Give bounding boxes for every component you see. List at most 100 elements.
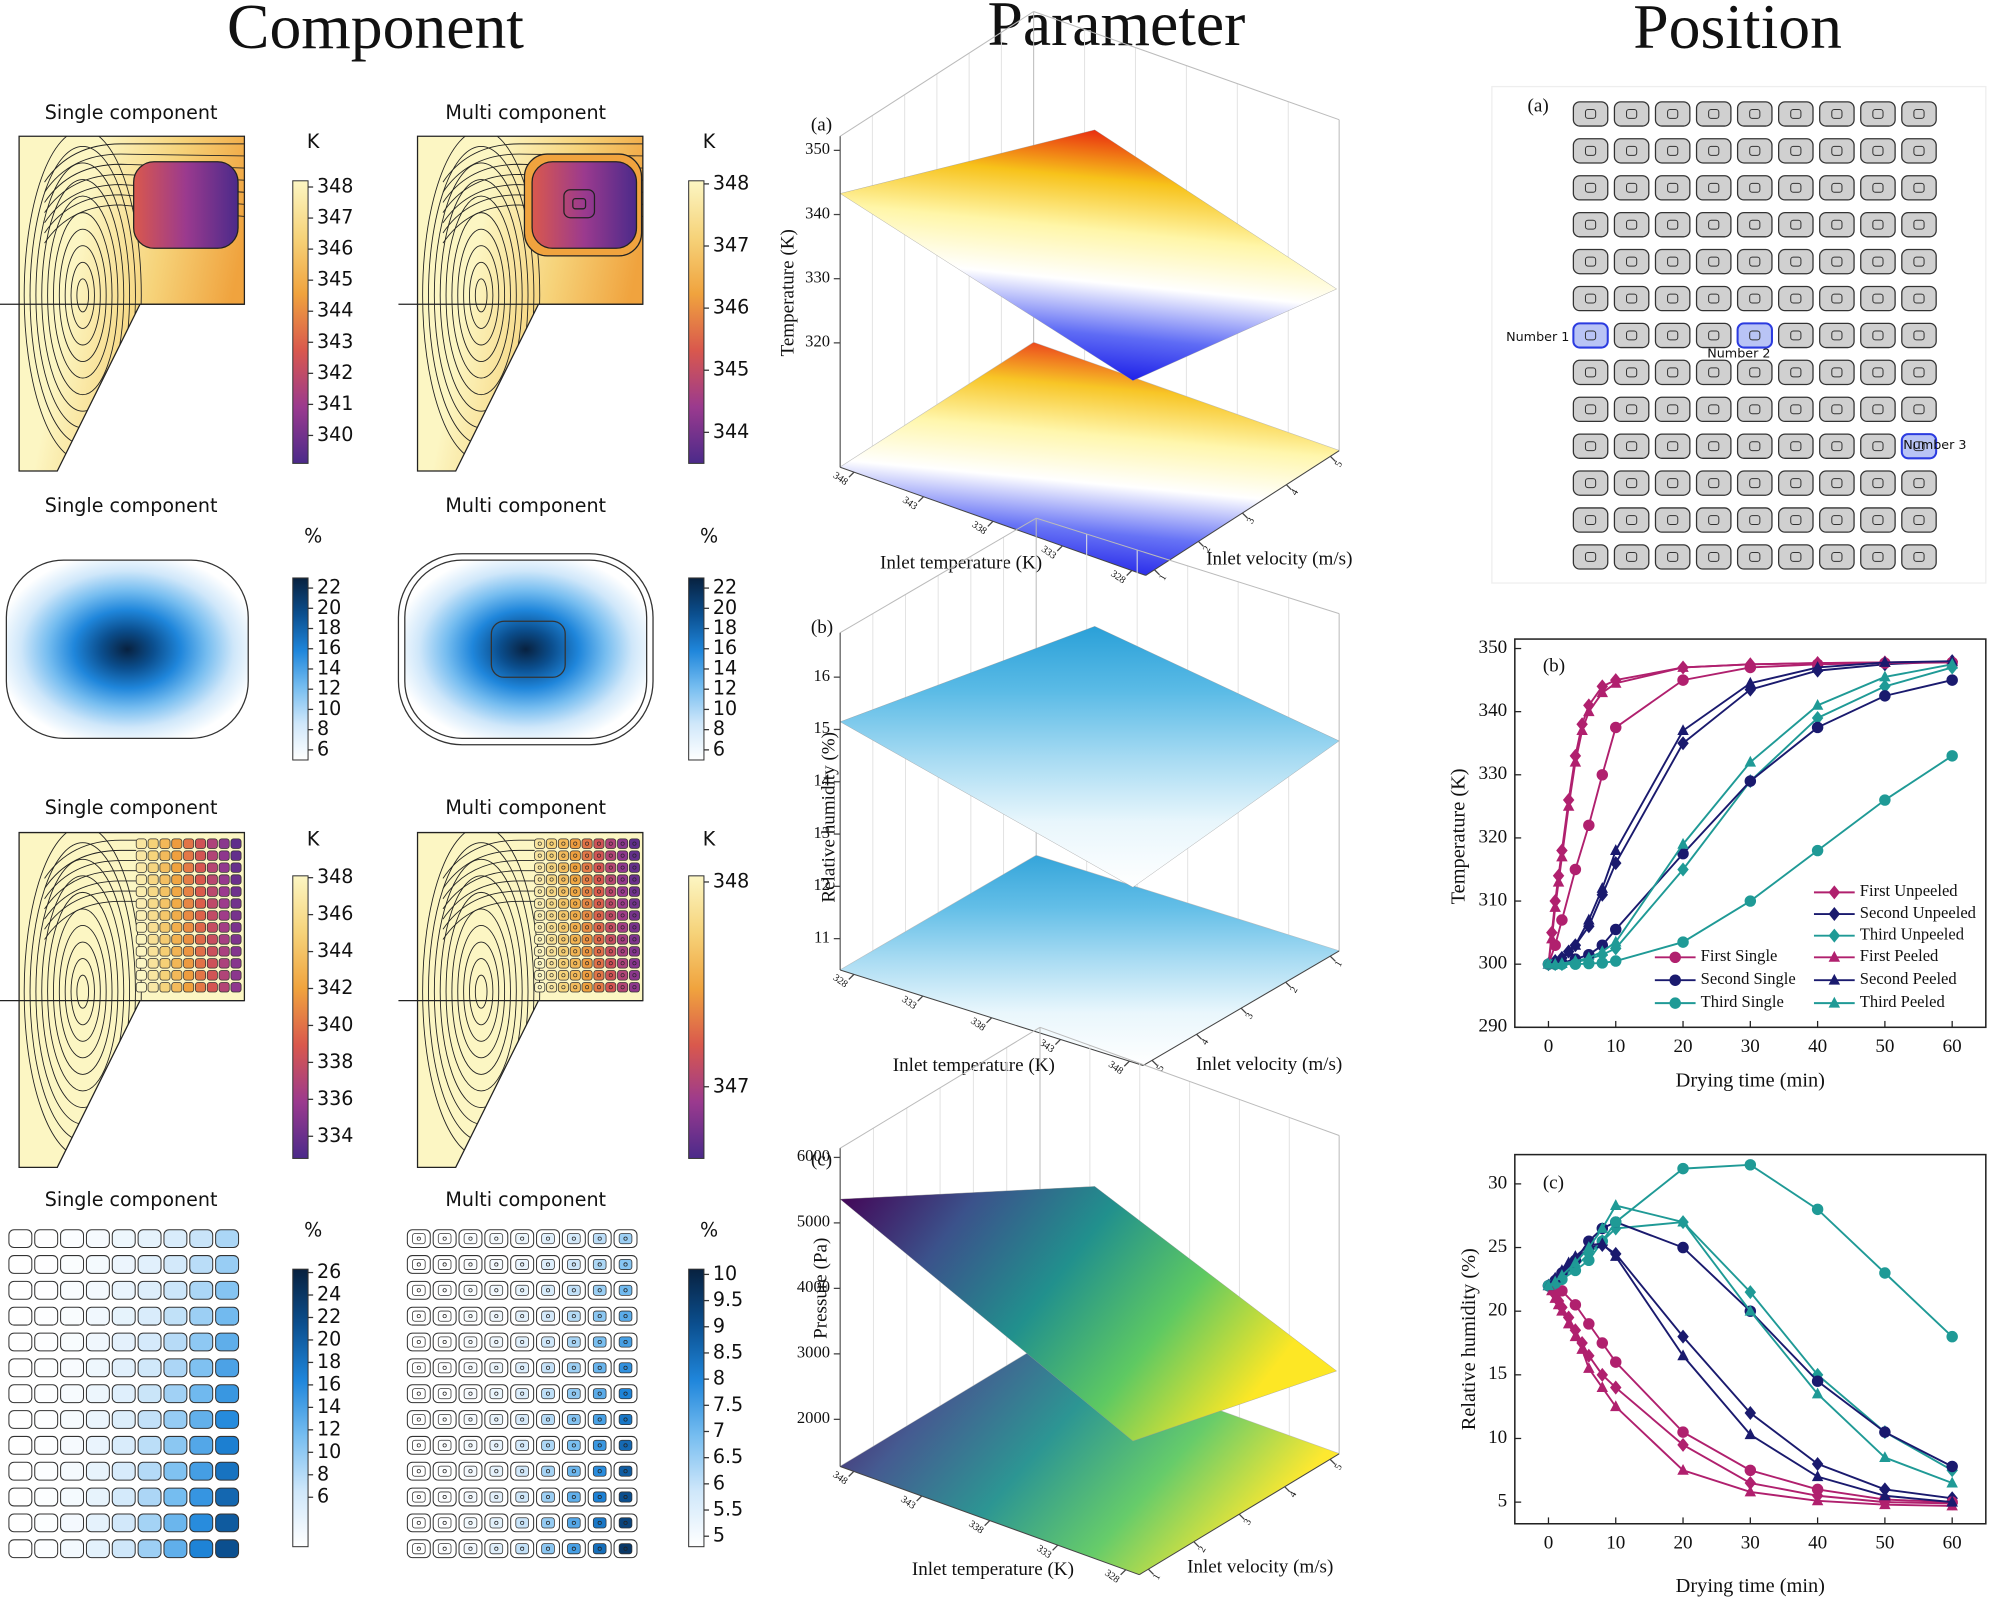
marker bbox=[1562, 799, 1575, 811]
cell bbox=[628, 850, 640, 861]
cell-dot bbox=[573, 925, 578, 930]
colorbar-unit: % bbox=[700, 525, 718, 548]
cell-dot bbox=[597, 1469, 602, 1474]
colorbar-tick-label: 6.5 bbox=[713, 1445, 743, 1468]
cell-core bbox=[592, 1233, 607, 1245]
colorbar-tick-label: 16 bbox=[317, 636, 341, 659]
cell-core bbox=[541, 1491, 555, 1503]
colorbar-tick-label: 348 bbox=[713, 869, 749, 892]
cell bbox=[171, 910, 183, 921]
cell bbox=[593, 838, 605, 849]
y-tick-label: 290 bbox=[1479, 1016, 1508, 1037]
cell bbox=[189, 1435, 214, 1455]
cell bbox=[605, 922, 617, 933]
cell-dot bbox=[571, 1494, 576, 1500]
colorbar-tick-label: 10 bbox=[317, 1440, 341, 1463]
cell bbox=[195, 838, 206, 849]
marker bbox=[1569, 1256, 1582, 1268]
streamline bbox=[442, 890, 535, 930]
legend-marker bbox=[1669, 997, 1681, 1009]
panel-label: (b) bbox=[811, 617, 833, 638]
cell-dot bbox=[537, 913, 542, 918]
streamline bbox=[442, 839, 535, 879]
slot-core bbox=[1749, 293, 1761, 304]
streamline bbox=[70, 958, 95, 1026]
cell-dot bbox=[442, 1314, 447, 1319]
slot-core bbox=[1584, 404, 1597, 415]
component-slot bbox=[1654, 248, 1691, 275]
cell bbox=[569, 886, 581, 897]
cell-core bbox=[463, 1310, 478, 1322]
cell-dot bbox=[561, 937, 566, 942]
cell-dot bbox=[608, 853, 613, 858]
component-slot bbox=[1736, 359, 1773, 386]
colorbar-tick-label: 5 bbox=[713, 1524, 725, 1547]
streamline bbox=[463, 941, 500, 1042]
slot-core bbox=[1626, 404, 1638, 415]
cell bbox=[34, 1384, 59, 1404]
slot-core bbox=[1790, 293, 1802, 304]
legend-marker bbox=[1828, 885, 1841, 900]
component-slot bbox=[1654, 470, 1691, 496]
cell bbox=[147, 886, 159, 897]
component-slot bbox=[1860, 175, 1896, 201]
cell bbox=[111, 1539, 136, 1559]
floor-projection bbox=[840, 855, 1340, 1066]
cell bbox=[581, 922, 593, 933]
cell bbox=[111, 1461, 136, 1481]
z-axis-label: Relative humidity (%) bbox=[818, 732, 839, 903]
y-axis-label: Inlet velocity (m/s) bbox=[1187, 1557, 1333, 1578]
cell-dot bbox=[632, 973, 637, 978]
slot-core bbox=[1913, 404, 1925, 415]
x-tick bbox=[1126, 570, 1133, 577]
cell bbox=[581, 898, 593, 909]
colorbar-tick-label: 14 bbox=[317, 1395, 341, 1418]
cell bbox=[147, 922, 159, 933]
cell bbox=[605, 958, 617, 969]
component-slot bbox=[1901, 138, 1937, 164]
cell-dot bbox=[545, 1288, 551, 1293]
panel-title: Single component bbox=[45, 1188, 218, 1211]
cell bbox=[628, 874, 640, 885]
z-tick-label: 4000 bbox=[797, 1277, 830, 1296]
cell-dot bbox=[596, 853, 601, 858]
cell bbox=[85, 1229, 110, 1249]
cell bbox=[137, 1358, 162, 1378]
cell-dot bbox=[520, 1262, 525, 1267]
cell-dot bbox=[596, 841, 601, 846]
panel-title: Single component bbox=[45, 494, 218, 517]
cell-dot bbox=[549, 853, 554, 858]
cell-dot bbox=[632, 913, 637, 918]
cell bbox=[593, 886, 605, 897]
cell bbox=[605, 874, 617, 885]
cell-dot bbox=[573, 841, 578, 846]
cell-core bbox=[618, 1491, 633, 1503]
colorbar-tick-label: 18 bbox=[317, 616, 341, 639]
cell-core bbox=[412, 1491, 426, 1503]
cell-core bbox=[618, 1465, 633, 1477]
slot-core bbox=[1831, 256, 1843, 267]
cell-dot bbox=[608, 901, 613, 906]
cell bbox=[137, 1306, 162, 1326]
cell bbox=[163, 1539, 188, 1559]
cell-core bbox=[489, 1465, 504, 1477]
cell bbox=[593, 958, 605, 969]
marker bbox=[1811, 698, 1824, 710]
marker bbox=[1610, 721, 1622, 734]
cell bbox=[85, 1435, 110, 1455]
marker bbox=[1562, 945, 1575, 957]
slot-core bbox=[1790, 109, 1802, 119]
cell-core bbox=[437, 1414, 452, 1425]
slot-core bbox=[1708, 182, 1720, 193]
cell bbox=[557, 898, 569, 909]
cell-dot bbox=[620, 853, 625, 858]
cell-core bbox=[567, 1414, 581, 1425]
cell-dot bbox=[442, 1417, 447, 1422]
cell-core bbox=[618, 1543, 633, 1555]
slot-core bbox=[1749, 145, 1761, 156]
component-slot bbox=[1613, 175, 1650, 201]
component-slot bbox=[1572, 175, 1609, 201]
legend-label: Third Peeled bbox=[1860, 992, 1946, 1011]
colorbar-unit: K bbox=[703, 130, 716, 153]
component-slot bbox=[1778, 470, 1814, 496]
